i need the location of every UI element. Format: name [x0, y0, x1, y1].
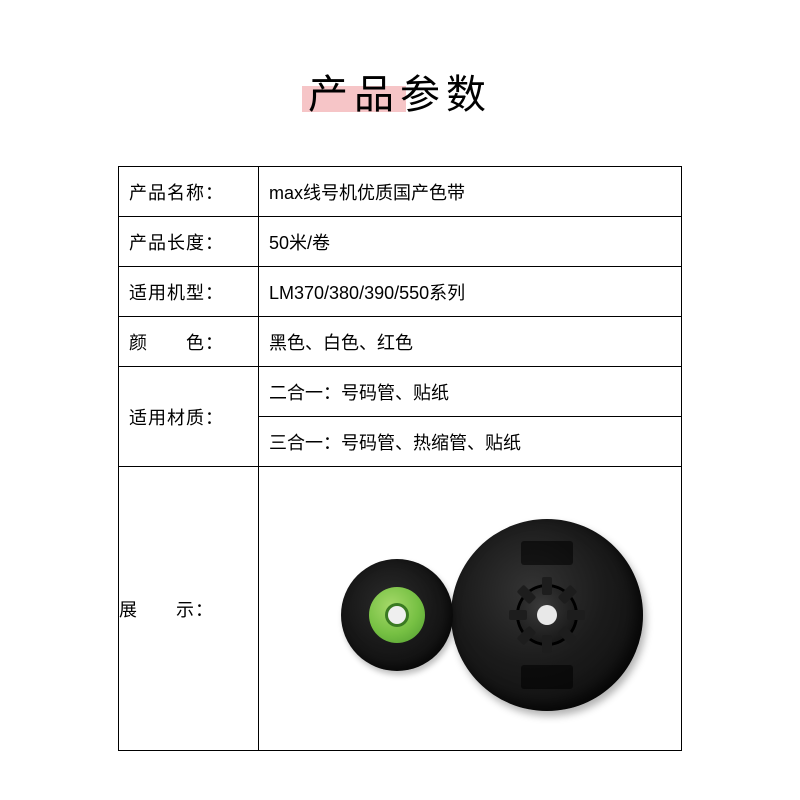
spec-value: LM370/380/390/550系列	[259, 267, 682, 317]
table-row: 适用材质： 二合一：号码管、贴纸	[119, 367, 682, 417]
table-row: 颜 色： 黑色、白色、红色	[119, 317, 682, 367]
table-row: 产品名称： max线号机优质国产色带	[119, 167, 682, 217]
spec-label: 适用材质：	[119, 367, 259, 467]
spec-value: 二合一：号码管、贴纸	[259, 367, 682, 417]
table-row-display: 展 示：	[119, 467, 682, 751]
spec-label: 颜 色：	[119, 317, 259, 367]
ribbon-spool-large-icon	[451, 519, 643, 711]
page-title-container: 产品参数	[0, 62, 800, 120]
spec-table: 产品名称： max线号机优质国产色带 产品长度： 50米/卷 适用机型： LM3…	[118, 166, 682, 751]
spec-label: 适用机型：	[119, 267, 259, 317]
table-row: 产品长度： 50米/卷	[119, 217, 682, 267]
spec-value: 50米/卷	[259, 217, 682, 267]
spec-label: 产品长度：	[119, 217, 259, 267]
page-title: 产品参数	[308, 73, 492, 117]
table-row: 适用机型： LM370/380/390/550系列	[119, 267, 682, 317]
spec-value: 三合一：号码管、热缩管、贴纸	[259, 417, 682, 467]
product-image-cell	[259, 467, 682, 751]
spec-label: 产品名称：	[119, 167, 259, 217]
ribbon-spool-small-icon	[341, 559, 453, 671]
spec-value: 黑色、白色、红色	[259, 317, 682, 367]
spec-label-display: 展 示：	[119, 467, 259, 751]
spec-value: max线号机优质国产色带	[259, 167, 682, 217]
